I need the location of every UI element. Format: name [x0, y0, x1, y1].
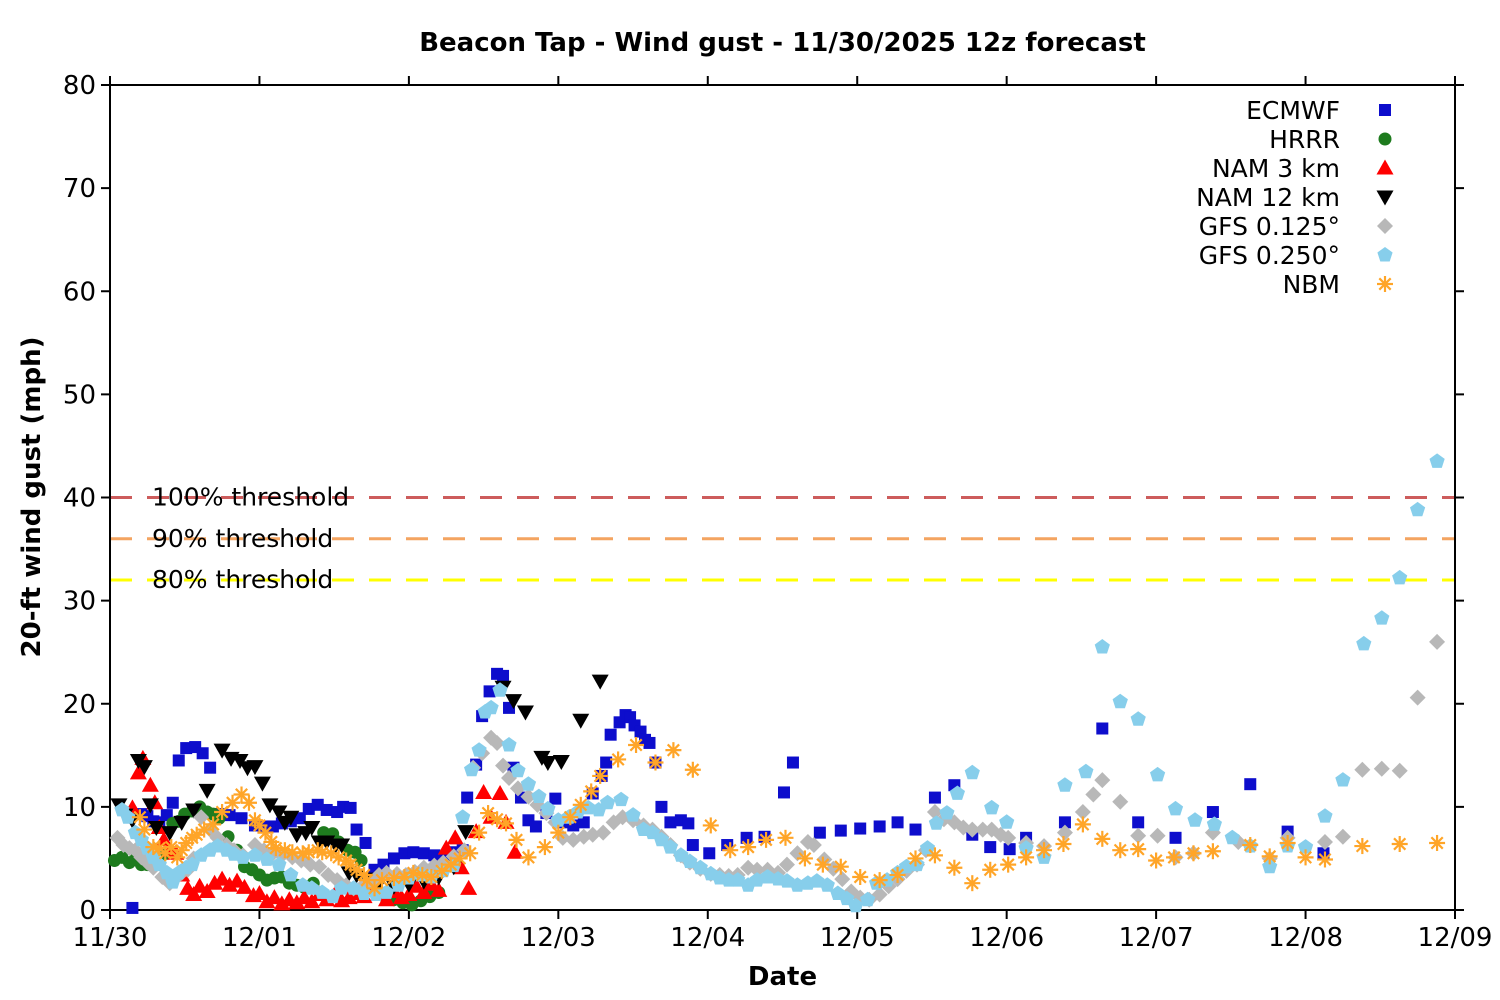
x-tick-label: 12/02 [371, 923, 446, 953]
chart-title: Beacon Tap - Wind gust - 11/30/2025 12z … [419, 28, 1146, 58]
x-tick-label: 12/08 [1268, 923, 1343, 953]
y-tick-label: 20 [63, 690, 96, 720]
legend-label: HRRR [1269, 125, 1340, 154]
legend-label: GFS 0.125° [1199, 212, 1340, 241]
legend-marker-icon [1377, 247, 1393, 262]
legend-marker-icon [1378, 132, 1392, 146]
y-tick-label: 10 [63, 793, 96, 823]
x-tick-label: 12/09 [1418, 923, 1493, 953]
y-tick-label: 40 [63, 484, 96, 514]
y-tick-label: 30 [63, 587, 96, 617]
x-tick-label: 12/07 [1119, 923, 1194, 953]
series-gfs-0-125- [109, 633, 1446, 908]
x-tick-label: 12/01 [222, 923, 297, 953]
x-tick-label: 12/06 [969, 923, 1044, 953]
x-tick-label: 12/04 [670, 923, 745, 953]
x-axis-label: Date [747, 962, 818, 992]
y-tick-label: 80 [63, 71, 96, 101]
y-tick-label: 60 [63, 277, 96, 307]
legend-label: NBM [1283, 270, 1340, 299]
x-tick-label: 11/30 [73, 923, 148, 953]
legend-label: ECMWF [1246, 96, 1340, 125]
y-tick-label: 70 [63, 174, 96, 204]
legend-marker-icon [1376, 190, 1394, 206]
legend-label: NAM 3 km [1212, 154, 1340, 183]
series-nbm [133, 738, 1444, 895]
legend-marker-icon [1379, 104, 1391, 116]
x-tick-label: 12/05 [820, 923, 895, 953]
y-tick-label: 0 [79, 896, 96, 926]
x-tick-label: 12/03 [521, 923, 596, 953]
legend-marker-icon [1377, 218, 1393, 234]
legend-label: GFS 0.250° [1199, 241, 1340, 270]
legend-marker-icon [1378, 277, 1392, 291]
legend-marker-icon [1376, 159, 1394, 175]
legend-label: NAM 12 km [1196, 183, 1340, 212]
y-tick-label: 50 [63, 380, 96, 410]
series-gfs-0-250- [114, 453, 1445, 913]
threshold-label: 80% threshold [152, 565, 333, 594]
threshold-label: 90% threshold [152, 524, 333, 553]
threshold-label: 100% threshold [152, 483, 349, 512]
